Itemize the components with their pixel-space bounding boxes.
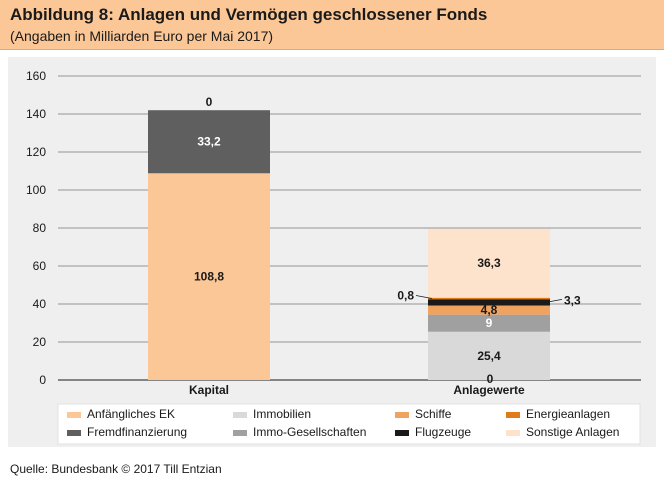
y-tick-label: 40: [33, 297, 47, 311]
legend-label: Immobilien: [253, 407, 311, 421]
legend-label: Schiffe: [415, 407, 452, 421]
x-category-label: Kapital: [189, 383, 229, 397]
bar-segment: [428, 299, 550, 306]
bar-segment: [428, 331, 550, 380]
x-category-label: Anlagewerte: [453, 383, 525, 397]
y-tick-label: 160: [26, 69, 46, 83]
data-label: 108,8: [194, 270, 224, 284]
y-tick-label: 60: [33, 259, 47, 273]
bar-segment: [148, 173, 270, 380]
legend-swatch: [233, 430, 247, 436]
leader-line: [545, 299, 563, 303]
legend-label: Energieanlagen: [526, 407, 610, 421]
data-label: 36,3: [477, 256, 501, 270]
bar-segment: [428, 314, 550, 332]
leader-line: [415, 295, 433, 299]
data-label: 0: [487, 372, 494, 386]
legend-swatch: [67, 412, 81, 418]
chart-title: Abbildung 8: Anlagen und Vermögen geschl…: [10, 5, 488, 24]
y-tick-label: 100: [26, 183, 46, 197]
data-label: 3,3: [564, 293, 581, 307]
chart-svg: 0 20 40 60 80 100 120 140 160 108,8 33,2 0 Kapital 25…: [26, 69, 641, 445]
data-label: 0,8: [397, 288, 414, 302]
legend-box: [57, 403, 641, 445]
y-tick-label: 80: [33, 221, 47, 235]
legend-label: Flugzeuge: [415, 425, 471, 439]
bar-segment: [428, 228, 550, 298]
legend-label: Immo-Gesellschaften: [253, 425, 366, 439]
data-label: 9: [486, 316, 493, 330]
source-note: Quelle: Bundesbank © 2017 Till Entzian: [10, 462, 222, 476]
legend-swatch: [67, 430, 81, 436]
y-tick-label: 20: [33, 335, 47, 349]
legend-label: Sonstige Anlagen: [526, 425, 619, 439]
chart-header: Abbildung 8: Anlagen und Vermögen geschl…: [0, 0, 664, 50]
legend-swatch: [506, 412, 520, 418]
chart-subtitle: (Angaben in Milliarden Euro per Mai 2017…: [10, 28, 274, 44]
legend-label: Fremdfinanzierung: [87, 425, 187, 439]
data-label: 25,4: [477, 349, 501, 363]
bar-segment: [428, 305, 550, 315]
legend-label: Anfängliches EK: [87, 407, 175, 421]
bar-segment: [148, 110, 270, 174]
bar-segment: [428, 297, 550, 300]
legend-swatch: [395, 430, 409, 436]
legend-swatch: [506, 430, 520, 436]
y-tick-label: 120: [26, 145, 46, 159]
data-label: 4,8: [481, 303, 498, 317]
data-label: 33,2: [197, 135, 221, 149]
y-tick-label: 140: [26, 107, 46, 121]
y-tick-label: 0: [39, 373, 46, 387]
legend-swatch: [233, 412, 247, 418]
legend-swatch: [395, 412, 409, 418]
data-label: 0: [206, 95, 213, 109]
